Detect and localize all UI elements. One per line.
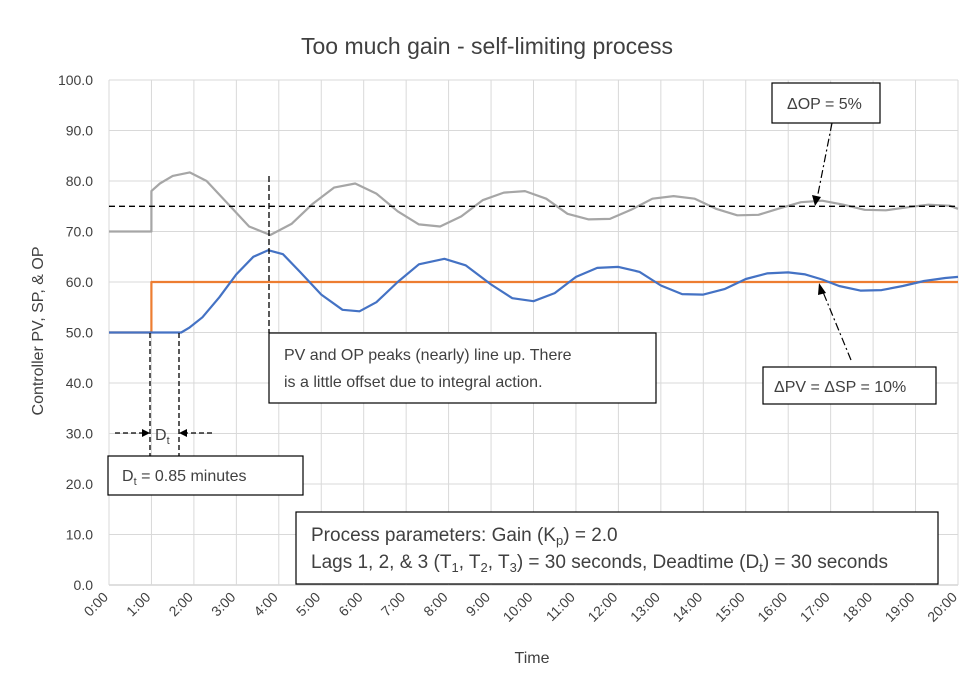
dop-arrowhead bbox=[812, 195, 821, 206]
dt-marker-label: Dt bbox=[155, 427, 170, 447]
y-tick-label: 40.0 bbox=[66, 375, 93, 391]
subscript: 2 bbox=[481, 560, 488, 575]
y-axis-ticks: 0.0 10.0 20.0 30.0 40.0 50.0 60.0 70.0 80.0 90.0 1… bbox=[58, 72, 93, 593]
process-params-box bbox=[295, 511, 939, 585]
y-tick-label: 20.0 bbox=[66, 476, 93, 492]
text-segment: , T bbox=[459, 552, 481, 573]
dop-label: ΔOP = 5% bbox=[787, 96, 862, 113]
dop-pointer bbox=[816, 122, 833, 200]
y-tick-label: 0.0 bbox=[74, 577, 94, 593]
annotations: Dt ΔOP = 5% PV and OP peaks (nearly) lin… bbox=[107, 82, 939, 585]
dop-box bbox=[771, 82, 881, 124]
series-op-line bbox=[109, 171, 959, 237]
y-axis-label: Controller PV, SP, & OP bbox=[30, 247, 47, 416]
text-segment: , T bbox=[488, 552, 510, 573]
dt-left-arrowhead bbox=[142, 429, 150, 437]
text-segment: ) = 30 seconds, Deadtime (D bbox=[517, 552, 759, 573]
dt-value-box bbox=[107, 455, 304, 496]
series-layer bbox=[109, 171, 959, 334]
x-axis-label: Time bbox=[515, 650, 550, 667]
dpv-pointer bbox=[822, 291, 852, 361]
subscript: 1 bbox=[451, 560, 458, 575]
params-line2: Lags 1, 2, & 3 (T1, T2, T3) = 30 seconds… bbox=[311, 552, 888, 575]
dpv-box bbox=[762, 366, 937, 405]
dt-right-arrowhead bbox=[179, 429, 187, 437]
y-tick-label: 100.0 bbox=[58, 72, 93, 88]
text-segment: ) = 30 seconds bbox=[763, 552, 888, 573]
y-tick-label: 70.0 bbox=[66, 224, 93, 240]
text-segment: Lags 1, 2, & 3 (T bbox=[311, 552, 452, 573]
y-tick-label: 30.0 bbox=[66, 426, 93, 442]
chart-title: Too much gain - self-limiting process bbox=[301, 33, 673, 59]
dt-value-label: Dt = 0.85 minutes bbox=[122, 468, 246, 488]
dpv-arrowhead bbox=[818, 283, 826, 295]
series-pv-line bbox=[109, 249, 959, 334]
subscript: 3 bbox=[510, 560, 517, 575]
params-line1: Process parameters: Gain (Kp) = 2.0 bbox=[311, 525, 618, 548]
peaks-text-line2: is a little offset due to integral actio… bbox=[284, 374, 543, 391]
peaks-box bbox=[268, 332, 657, 404]
y-tick-label: 50.0 bbox=[66, 325, 93, 341]
y-tick-label: 60.0 bbox=[66, 274, 93, 290]
y-tick-label: 90.0 bbox=[66, 123, 93, 139]
y-tick-label: 80.0 bbox=[66, 173, 93, 189]
dpv-label: ΔPV = ΔSP = 10% bbox=[774, 379, 906, 396]
subscript: t bbox=[759, 560, 763, 575]
peaks-text-line1: PV and OP peaks (nearly) line up. There bbox=[284, 347, 572, 364]
y-tick-label: 10.0 bbox=[66, 527, 93, 543]
